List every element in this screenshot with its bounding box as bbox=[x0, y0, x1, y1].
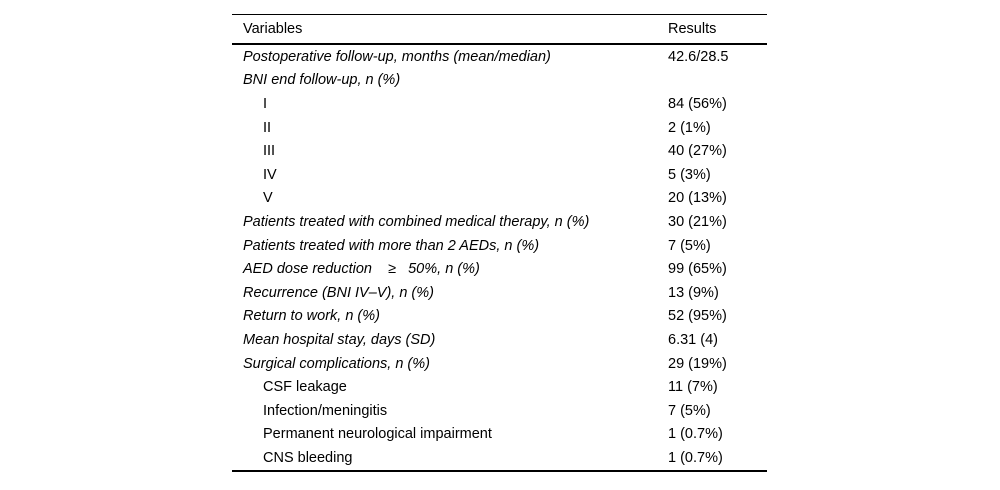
column-header-variables: Variables bbox=[243, 21, 303, 37]
table-row: CNS bleeding 1 (0.7%) bbox=[232, 446, 767, 470]
result-cell: 7 (5%) bbox=[668, 402, 711, 419]
table-row: Recurrence (BNI IV–V), n (%) 13 (9%) bbox=[232, 281, 767, 305]
table-row: Infection/meningitis 7 (5%) bbox=[232, 399, 767, 423]
result-cell: 6.31 (4) bbox=[668, 331, 718, 348]
variable-cell: Surgical complications, n (%) bbox=[243, 355, 430, 372]
table-row: Mean hospital stay, days (SD) 6.31 (4) bbox=[232, 328, 767, 352]
variable-cell: Return to work, n (%) bbox=[243, 308, 380, 325]
table-body: Postoperative follow-up, months (mean/me… bbox=[232, 45, 767, 470]
variable-cell: Recurrence (BNI IV–V), n (%) bbox=[243, 284, 434, 301]
result-cell: 2 (1%) bbox=[668, 119, 711, 136]
table-header-row: Variables Results bbox=[232, 15, 767, 45]
table-row: V 20 (13%) bbox=[232, 187, 767, 211]
result-cell: 20 (13%) bbox=[668, 190, 727, 207]
table-row: Patients treated with more than 2 AEDs, … bbox=[232, 234, 767, 258]
results-table: Variables Results Postoperative follow-u… bbox=[232, 14, 767, 472]
variable-cell: Infection/meningitis bbox=[263, 402, 388, 419]
result-cell: 11 (7%) bbox=[668, 379, 718, 396]
table-row: Patients treated with combined medical t… bbox=[232, 210, 767, 234]
table-row: Surgical complications, n (%) 29 (19%) bbox=[232, 352, 767, 376]
table-row: AED dose reduction ≥ 50%, n (%) 99 (65%) bbox=[232, 257, 767, 281]
result-cell: 7 (5%) bbox=[668, 237, 711, 254]
variable-cell: Permanent neurological impairment bbox=[263, 426, 492, 443]
variable-cell: V bbox=[263, 190, 273, 207]
table-row: Return to work, n (%) 52 (95%) bbox=[232, 305, 767, 329]
variable-cell: Postoperative follow-up, months (mean/me… bbox=[243, 48, 551, 65]
variable-cell: IV bbox=[263, 166, 277, 183]
variable-cell: CNS bleeding bbox=[263, 449, 353, 466]
variable-cell: BNI end follow-up, n (%) bbox=[243, 72, 401, 89]
result-cell: 99 (65%) bbox=[668, 261, 727, 278]
variable-cell: Patients treated with more than 2 AEDs, … bbox=[243, 237, 540, 254]
table-row: BNI end follow-up, n (%) bbox=[232, 69, 767, 93]
table-row: CSF leakage 11 (7%) bbox=[232, 375, 767, 399]
result-cell: 1 (0.7%) bbox=[668, 449, 723, 466]
result-cell: 42.6/28.5 bbox=[668, 48, 729, 65]
result-cell: 5 (3%) bbox=[668, 166, 711, 183]
table-row: IV 5 (3%) bbox=[232, 163, 767, 187]
table-row: Permanent neurological impairment 1 (0.7… bbox=[232, 423, 767, 447]
variable-cell: II bbox=[263, 119, 272, 136]
result-cell: 1 (0.7%) bbox=[668, 426, 723, 443]
variable-cell: AED dose reduction ≥ 50%, n (%) bbox=[243, 261, 480, 278]
variable-cell: Patients treated with combined medical t… bbox=[243, 213, 590, 230]
variable-cell: III bbox=[263, 143, 276, 160]
variable-cell: CSF leakage bbox=[263, 379, 347, 396]
result-cell: 40 (27%) bbox=[668, 143, 727, 160]
table-row: III 40 (27%) bbox=[232, 139, 767, 163]
table-row: II 2 (1%) bbox=[232, 116, 767, 140]
variable-cell: Mean hospital stay, days (SD) bbox=[243, 331, 436, 348]
table-row: Postoperative follow-up, months (mean/me… bbox=[232, 45, 767, 69]
result-cell: 29 (19%) bbox=[668, 355, 727, 372]
result-cell: 84 (56%) bbox=[668, 95, 727, 112]
result-cell: 52 (95%) bbox=[668, 308, 727, 325]
result-cell: 13 (9%) bbox=[668, 284, 719, 301]
column-header-results: Results bbox=[668, 21, 717, 37]
table-row: I 84 (56%) bbox=[232, 92, 767, 116]
result-cell: 30 (21%) bbox=[668, 213, 727, 230]
variable-cell: I bbox=[263, 95, 268, 112]
